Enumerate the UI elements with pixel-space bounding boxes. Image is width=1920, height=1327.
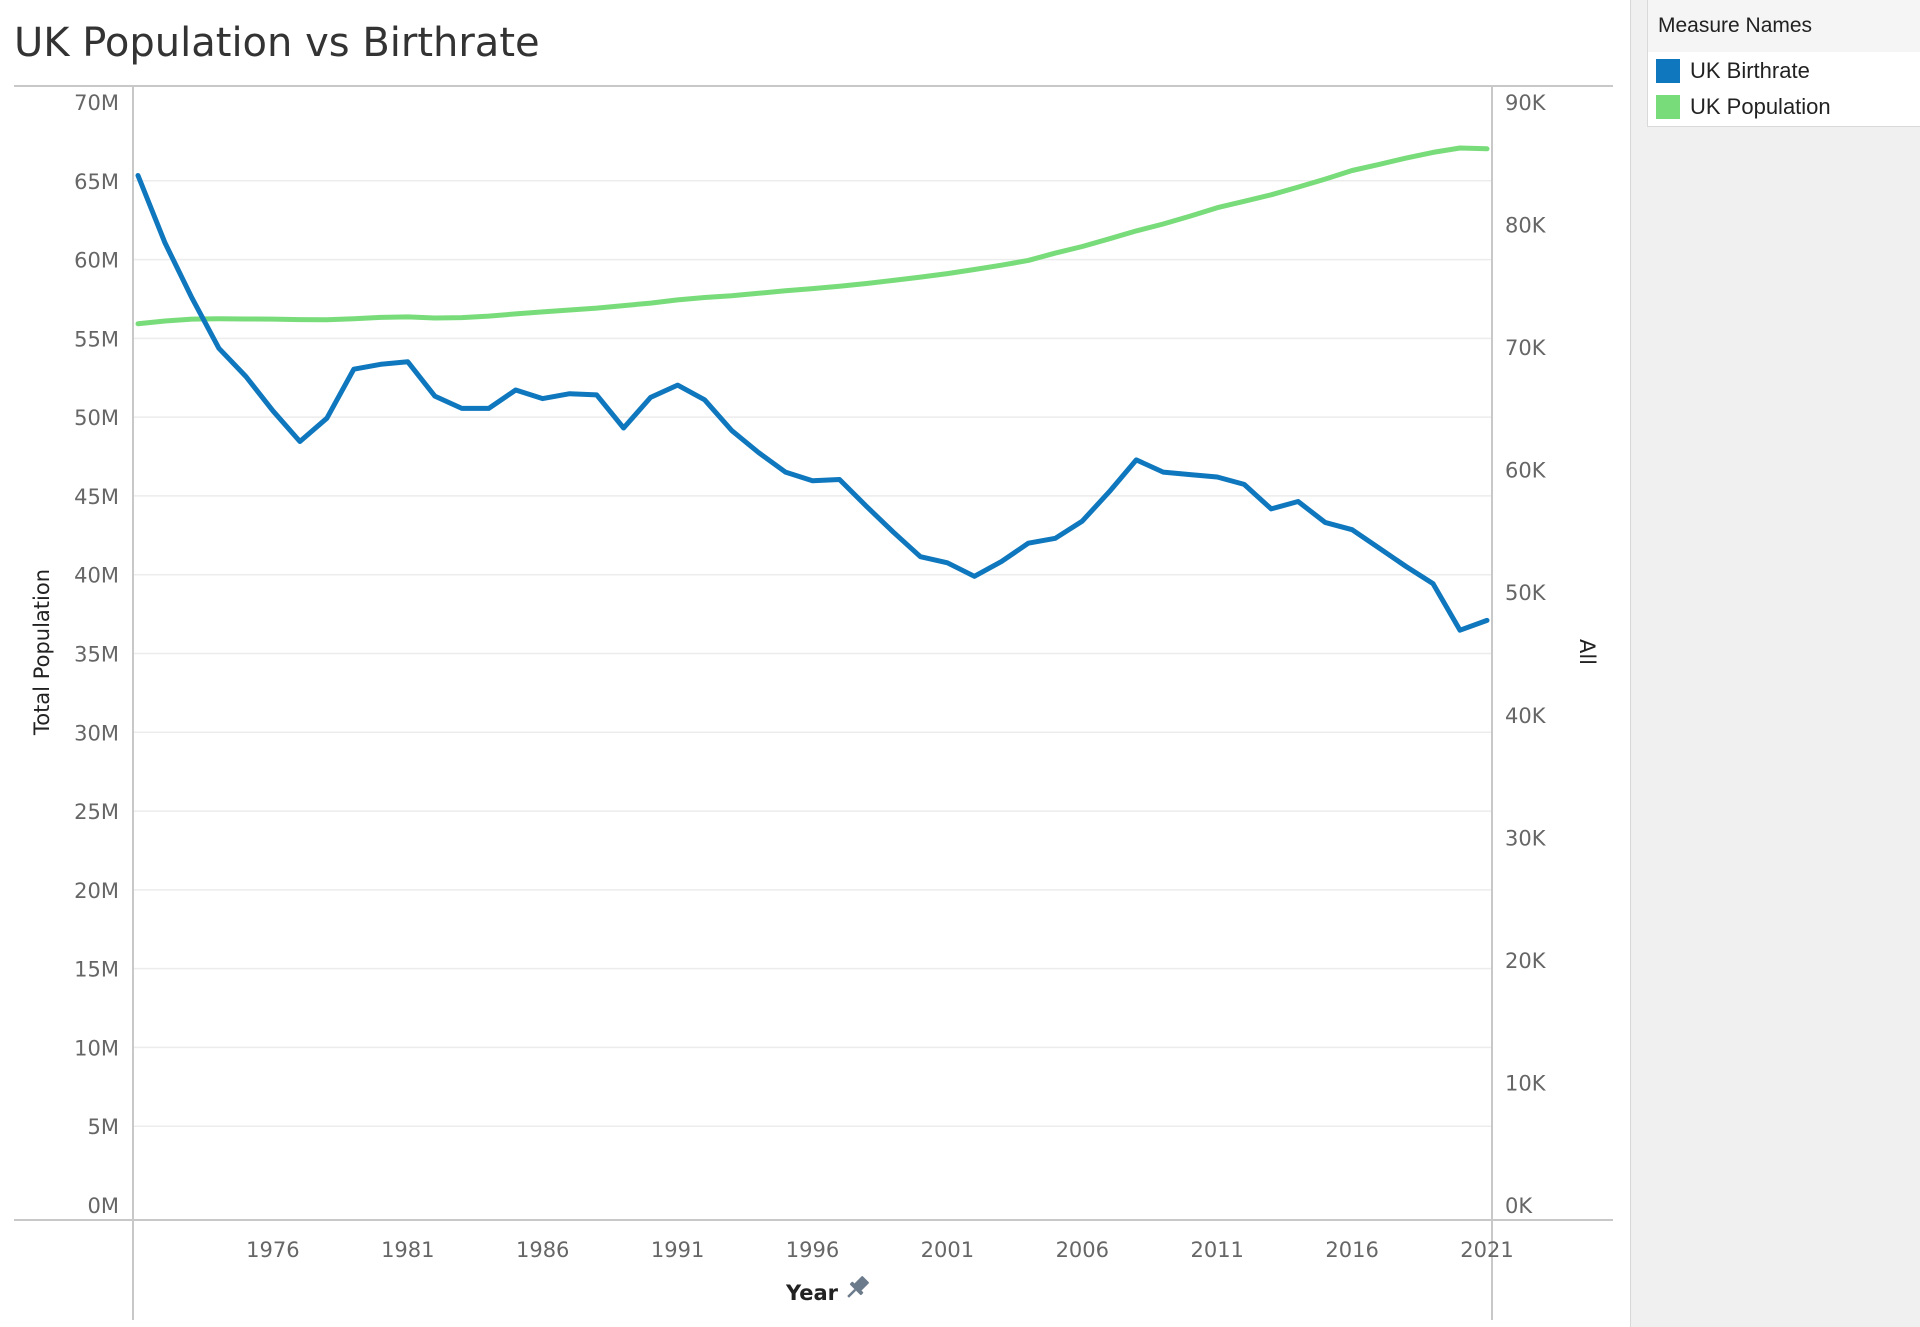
series-line-uk-birthrate[interactable] — [135, 173, 1490, 633]
x-axis-title[interactable]: Year — [785, 1281, 839, 1305]
axes-frame — [14, 85, 1613, 1320]
chart-title: UK Population vs Birthrate — [14, 20, 540, 66]
legend-item-uk-population[interactable]: UK Population — [1656, 92, 1831, 122]
gridlines — [133, 180, 1492, 1127]
y-left-tick-label: 40M — [74, 564, 119, 588]
y-axis-left: 0M 5M 10M 15M 20M 25M 30M 35M 40M 45M 50M 55M 60M 65M… — [74, 91, 119, 1218]
y-right-tick-label: 50K — [1505, 581, 1547, 605]
series-line-uk-population[interactable] — [135, 145, 1490, 327]
y-right-tick-label: 90K — [1505, 91, 1547, 115]
legend-swatch-uk-birthrate — [1656, 59, 1680, 83]
pin-icon[interactable] — [842, 1274, 871, 1303]
y-left-tick-label: 65M — [74, 170, 119, 194]
y-left-tick-label: 0M — [88, 1194, 119, 1218]
y-left-tick-label: 15M — [74, 958, 119, 982]
legend-swatch-uk-population — [1656, 95, 1680, 119]
y-left-tick-label: 45M — [74, 485, 119, 509]
y-right-tick-label: 20K — [1505, 949, 1547, 973]
y-left-tick-label: 50M — [74, 406, 119, 430]
y-left-tick-label: 60M — [74, 249, 119, 273]
legend: Measure Names UK Birthrate UK Population — [1647, 0, 1920, 127]
legend-label: UK Birthrate — [1690, 58, 1810, 83]
y-left-tick-label: 5M — [88, 1115, 119, 1139]
y-right-tick-label: 40K — [1505, 704, 1547, 728]
y-right-tick-label: 70K — [1505, 336, 1547, 360]
x-tick-label: 2021 — [1460, 1238, 1513, 1262]
x-tick-label: 1986 — [516, 1238, 569, 1262]
y-left-tick-label: 35M — [74, 643, 119, 667]
x-tick-label: 1981 — [381, 1238, 434, 1262]
series-layer — [135, 145, 1490, 633]
legend-title: Measure Names — [1648, 0, 1920, 52]
legend-item-uk-birthrate[interactable]: UK Birthrate — [1656, 56, 1810, 86]
y-axis-right-title: All — [1575, 639, 1599, 665]
x-tick-label: 2011 — [1190, 1238, 1243, 1262]
y-right-tick-label: 30K — [1505, 826, 1547, 850]
y-axis-left-title: Total Population — [30, 569, 54, 736]
x-tick-label: 1991 — [651, 1238, 704, 1262]
y-right-tick-label: 10K — [1505, 1071, 1547, 1095]
x-tick-label: 1976 — [246, 1238, 299, 1262]
x-tick-label: 2006 — [1056, 1238, 1109, 1262]
x-axis: 1976 1981 1986 1991 1996 2001 2006 2011 2016 2021 — [246, 1238, 1514, 1262]
legend-label: UK Population — [1690, 94, 1831, 119]
y-axis-right: 0K 10K 20K 30K 40K 50K 60K 70K 80K 90K — [1505, 91, 1547, 1218]
x-tick-label: 2016 — [1325, 1238, 1378, 1262]
chart-area: 0M 5M 10M 15M 20M 25M 30M 35M 40M 45M 50M 55M 60M 65M… — [14, 85, 1613, 1320]
y-left-tick-label: 10M — [74, 1036, 119, 1060]
y-left-tick-label: 30M — [74, 721, 119, 745]
x-tick-label: 1996 — [786, 1238, 839, 1262]
y-left-tick-label: 70M — [74, 91, 119, 115]
y-right-tick-label: 0K — [1505, 1194, 1533, 1218]
x-tick-label: 2001 — [921, 1238, 974, 1262]
y-left-tick-label: 20M — [74, 879, 119, 903]
y-right-tick-label: 60K — [1505, 459, 1547, 483]
y-left-tick-label: 55M — [74, 327, 119, 351]
y-left-tick-label: 25M — [74, 800, 119, 824]
legend-panel: Measure Names UK Birthrate UK Population — [1630, 0, 1920, 1327]
y-right-tick-label: 80K — [1505, 214, 1547, 238]
